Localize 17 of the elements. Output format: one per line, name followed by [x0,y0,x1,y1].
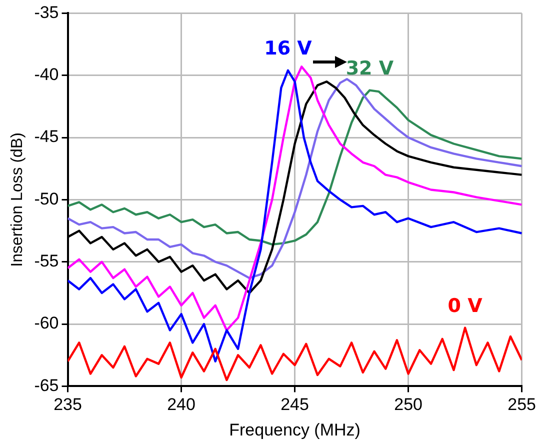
y-axis-title: Insertion Loss (dB) [9,132,26,267]
x-tick-label: 250 [394,395,422,414]
x-tick-label: 235 [54,395,82,414]
series-label: 32 V [346,57,394,80]
y-tick-label: -35 [34,2,59,22]
y-tick-label: -60 [34,314,59,333]
x-tick-label: 255 [508,395,536,414]
x-tick-label: 245 [280,395,309,414]
series-label: 16 V [264,37,312,60]
y-tick-label: -40 [34,65,59,84]
series-label: 0 V [448,294,483,317]
x-tick-label: 240 [167,395,196,414]
y-tick-label: -45 [34,127,59,146]
y-tick-label: -50 [34,189,59,208]
y-tick-label: -65 [34,376,59,395]
y-tick-label: -55 [34,252,59,271]
x-axis-title: Frequency (MHz) [229,420,360,440]
